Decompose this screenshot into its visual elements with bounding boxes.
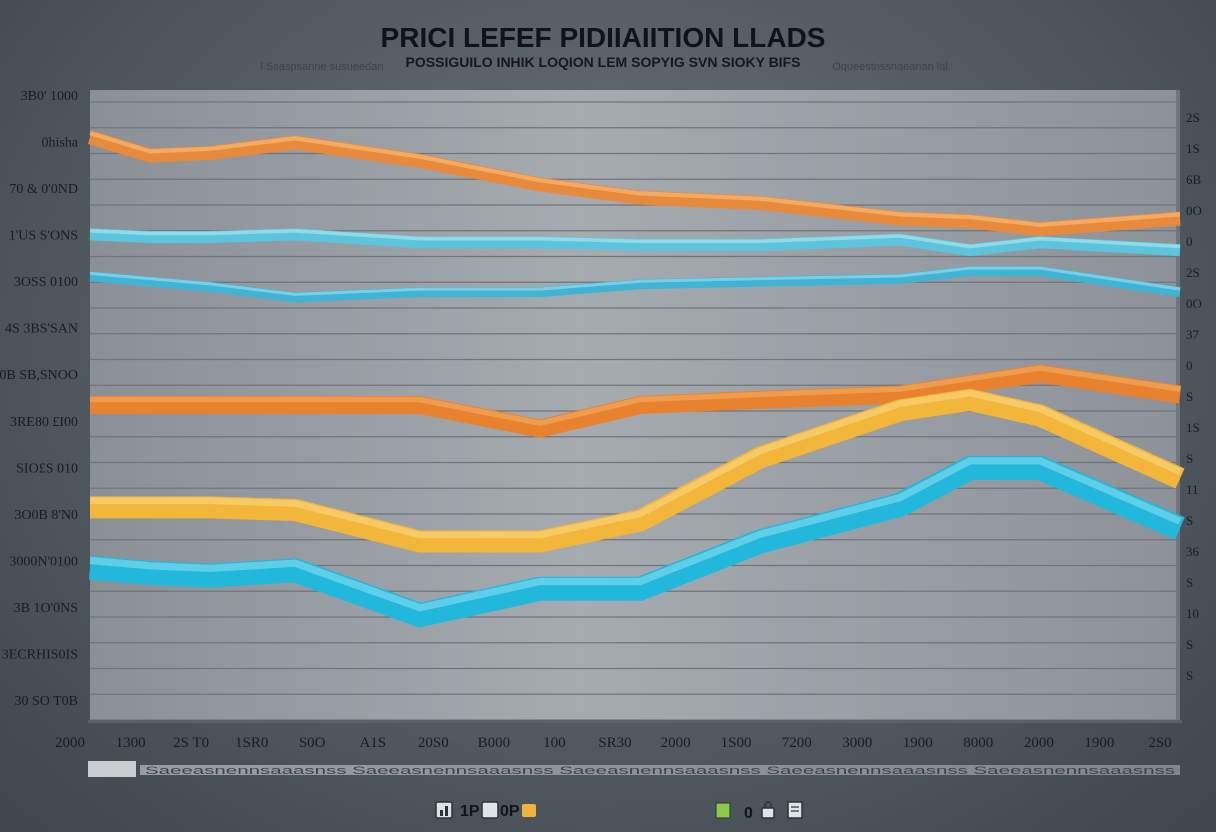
faint-caption-right: Oqueestnssnaeanan lal [832, 61, 948, 73]
y-left-tick-label: 3OSS 0100 [14, 275, 78, 290]
x-tick-label: 1S00 [721, 735, 752, 751]
x-tick-label: SR30 [598, 735, 631, 751]
y-right-tick-label: 36 [1186, 544, 1200, 559]
series-highlight-3 [89, 266, 1181, 296]
y-right-tick-label: 0 [1186, 234, 1193, 249]
y-right-tick-label: 6B [1186, 172, 1202, 187]
y-right-tick-label: S [1186, 513, 1193, 528]
y-right-tick-label: 2S [1186, 265, 1200, 280]
x-tick-label: 2S T0 [173, 735, 209, 751]
x-tick-label: 3000 [842, 735, 872, 751]
y-left-tick-label: 3B 1O'0NS [14, 601, 78, 616]
y-right-tick-label: 37 [1186, 327, 1200, 342]
series-layer [87, 130, 1185, 628]
y-right-tick-label: 0O [1186, 296, 1202, 311]
series-highlight-1 [89, 131, 1181, 228]
x-axis-ticks: 2000 1300 2S T0 1SR0 S0O A1S 20S0 B000 100 SR30 20… [55, 735, 1172, 751]
y-axis-right-ticks: 2S 1S 6B 0O 0 2S 0O 37 0 S 1S S 11 S 36 S 10 S S [1186, 110, 1202, 683]
x-tick-label: 1900 [903, 735, 933, 751]
doc-icon[interactable] [787, 801, 803, 819]
footer-caption-bar [140, 765, 1180, 775]
x-axis-line [88, 720, 1182, 723]
series-line-4 [90, 364, 1182, 438]
y-left-tick-label: 3O0B 8'N0 [14, 508, 78, 523]
series-highlight-5 [90, 389, 1182, 539]
legend: 1P 0P 0 [435, 801, 803, 822]
x-tick-label: A1S [359, 735, 386, 751]
y-right-tick-label: 1S [1186, 141, 1200, 156]
calendar-icon[interactable] [715, 802, 731, 819]
y-right-tick-label: 0 [1186, 358, 1193, 373]
y-right-tick-label: S [1186, 389, 1193, 404]
y-right-tick-label: S [1186, 575, 1193, 590]
legend-label-3: 0 [744, 805, 753, 822]
series-line-3 [89, 266, 1181, 303]
x-tick-label: 7200 [782, 735, 812, 751]
gridlines [90, 101, 1180, 721]
y-right-tick-label: S [1186, 451, 1193, 466]
series-line-1 [87, 130, 1181, 237]
x-tick-label: 1900 [1084, 735, 1114, 751]
y-left-tick-label: 70 & 0'0ND [9, 182, 78, 197]
y-left-tick-label: 0hisha [41, 136, 78, 151]
y-left-tick-label: 30 SO T0B [14, 694, 78, 709]
y-left-tick-label: 3RE80 £I00 [10, 415, 78, 430]
x-tick-label: 100 [543, 735, 566, 751]
y-right-tick-label: 2S [1186, 110, 1200, 125]
x-tick-label: 2000 [661, 735, 691, 751]
right-axis-line [1176, 90, 1180, 720]
series-highlight-4 [90, 365, 1181, 426]
chart-icon[interactable] [435, 801, 453, 819]
lock-icon[interactable] [761, 801, 775, 819]
series-line-2 [89, 228, 1181, 257]
series-highlight-6 [89, 457, 1182, 612]
y-left-tick-label: 3000N'0100 [9, 554, 78, 569]
y-right-tick-label: 0O [1186, 203, 1202, 218]
footer-swatch [88, 761, 136, 777]
y-right-tick-label: 1S [1186, 420, 1200, 435]
y-left-tick-label: 1'US S'ONS [9, 229, 78, 244]
x-tick-label: 1SR0 [235, 735, 268, 751]
x-tick-label: 1300 [116, 735, 146, 751]
zero-icon[interactable]: 0 [744, 805, 753, 822]
series-line-5 [90, 388, 1185, 553]
x-tick-label: S0O [299, 735, 326, 751]
y-left-tick-label: 3B0' 1000 [21, 89, 78, 104]
y-left-tick-label: 4S 3BS'SAN [5, 322, 78, 337]
footer-caption: Saeeasnennsaaasnss Saeeasnennsaaasnss Sa… [145, 765, 1176, 777]
legend-label-2: 0P [500, 803, 520, 820]
x-tick-label: B000 [478, 735, 511, 751]
y-left-tick-label: 3ECRHIS0IS [2, 648, 78, 663]
y-right-tick-label: 11 [1186, 482, 1199, 497]
x-tick-label: 20S0 [418, 735, 449, 751]
series-highlight-2 [89, 228, 1181, 249]
bar-icon[interactable] [481, 801, 499, 819]
faint-caption-left: l Ssaspsanne susueedan [261, 61, 384, 73]
chart-title: PRICI LEFEF PIDIIAIITION LLADS [381, 22, 826, 53]
y-right-tick-label: 10 [1186, 606, 1199, 621]
y-left-tick-label: 1O0B SB,SNOO [0, 368, 78, 383]
tag-icon[interactable] [522, 804, 536, 817]
x-tick-label: 2S0 [1148, 735, 1171, 751]
chart-subtitle: POSSIGUILO INHIK LOQION LEM SOPYIG SVN S… [406, 54, 801, 70]
legend-label-1: 1P [460, 803, 480, 820]
x-tick-label: 8000 [963, 735, 993, 751]
x-tick-label: 2000 [55, 735, 85, 751]
y-right-tick-label: S [1186, 637, 1193, 652]
y-right-tick-label: S [1186, 668, 1193, 683]
y-left-tick-label: SIO£S 010 [16, 461, 78, 476]
x-tick-label: 2000 [1024, 735, 1054, 751]
series-line-6 [88, 456, 1185, 628]
y-axis-left-ticks: 3B0' 1000 0hisha 70 & 0'0ND 1'US S'ONS 3OSS … [0, 89, 79, 709]
